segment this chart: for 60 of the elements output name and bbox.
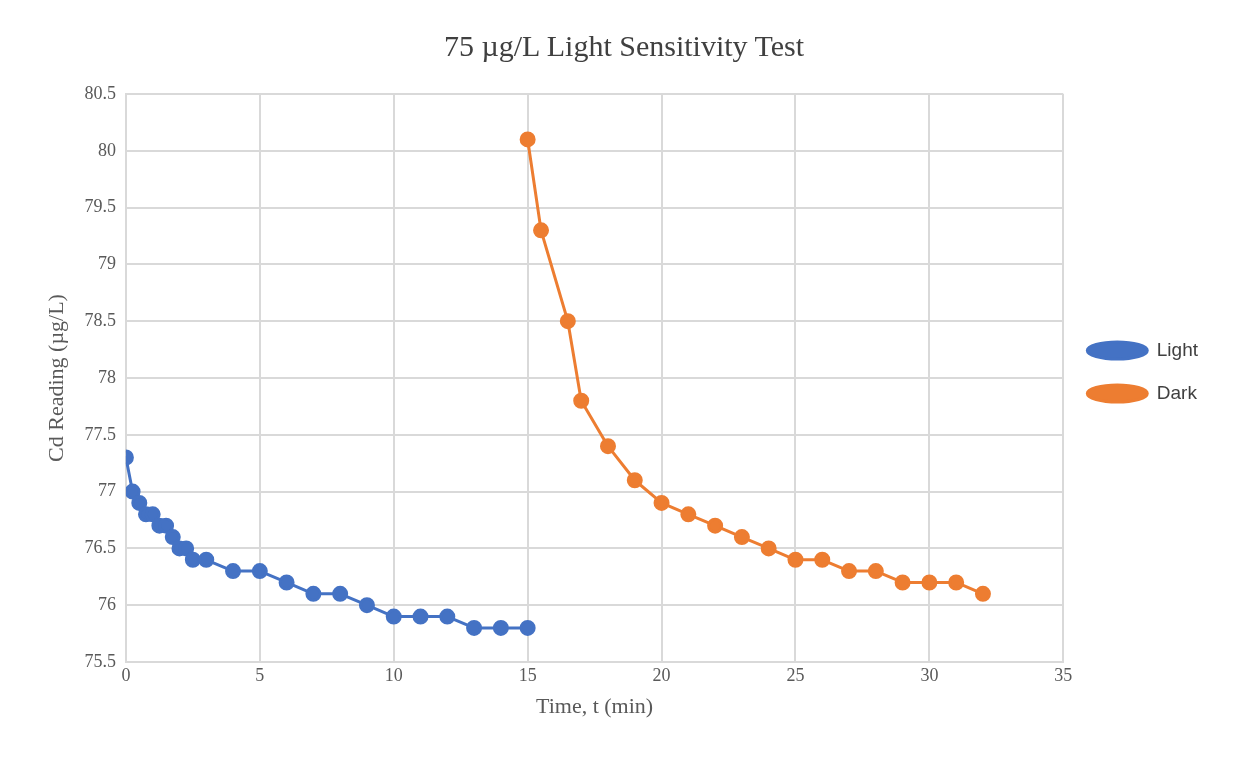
y-tick-label: 80.5 <box>84 82 116 103</box>
y-tick-label: 76.5 <box>84 537 116 558</box>
point <box>733 529 750 546</box>
x-tick-label: 15 <box>518 664 537 685</box>
point <box>867 563 884 580</box>
point <box>519 619 536 636</box>
point <box>974 585 991 602</box>
point <box>559 313 576 330</box>
x-tick-label: 0 <box>121 664 131 685</box>
y-axis-title: Cd Reading (µg/L) <box>42 294 68 462</box>
point <box>680 506 697 523</box>
y-tick-label: 78.5 <box>84 309 116 330</box>
point <box>948 574 965 591</box>
point <box>184 551 201 568</box>
y-tick-label: 78 <box>97 366 116 387</box>
point <box>164 529 181 546</box>
point <box>278 574 295 591</box>
point <box>921 574 938 591</box>
y-tick-label: 80 <box>97 139 116 160</box>
point <box>439 608 456 625</box>
point <box>599 438 616 455</box>
y-tick-label: 76 <box>97 593 116 614</box>
point <box>492 619 509 636</box>
point <box>573 392 590 409</box>
point <box>707 517 724 534</box>
point <box>841 563 858 580</box>
x-axis-title: Time, t (min) <box>536 692 654 718</box>
point <box>225 563 242 580</box>
point <box>626 472 643 489</box>
x-tick-label: 20 <box>652 664 671 685</box>
x-tick-label: 30 <box>920 664 939 685</box>
point <box>814 551 831 568</box>
point <box>131 494 148 511</box>
point <box>332 585 349 602</box>
point <box>533 222 550 239</box>
y-tick-label: 77.5 <box>84 423 116 444</box>
point <box>305 585 322 602</box>
y-tick-label: 75.5 <box>84 650 116 671</box>
point <box>385 608 402 625</box>
legend-label: Light <box>1156 338 1199 360</box>
x-tick-label: 25 <box>786 664 805 685</box>
x-tick-label: 5 <box>255 664 265 685</box>
y-tick-label: 79 <box>97 253 116 274</box>
legend-label: Dark <box>1156 381 1198 403</box>
point <box>125 483 141 500</box>
point <box>358 597 375 614</box>
x-tick-label: 10 <box>384 664 403 685</box>
point <box>760 540 777 557</box>
point <box>519 131 536 148</box>
point <box>787 551 804 568</box>
point <box>466 619 483 636</box>
chart-title: 75 µg/L Light Sensitivity Test <box>443 28 805 62</box>
point <box>653 494 670 511</box>
y-tick-label: 79.5 <box>84 196 116 217</box>
point <box>894 574 911 591</box>
x-tick-label: 35 <box>1054 664 1073 685</box>
point <box>198 551 215 568</box>
y-tick-label: 77 <box>97 480 116 501</box>
point <box>412 608 429 625</box>
point <box>251 563 268 580</box>
